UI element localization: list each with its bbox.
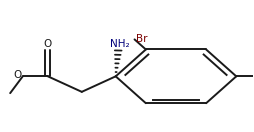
Text: Br: Br	[136, 34, 147, 44]
Polygon shape	[115, 50, 122, 76]
Text: O: O	[44, 39, 52, 49]
Text: O: O	[13, 70, 22, 80]
Text: NH₂: NH₂	[110, 39, 129, 49]
